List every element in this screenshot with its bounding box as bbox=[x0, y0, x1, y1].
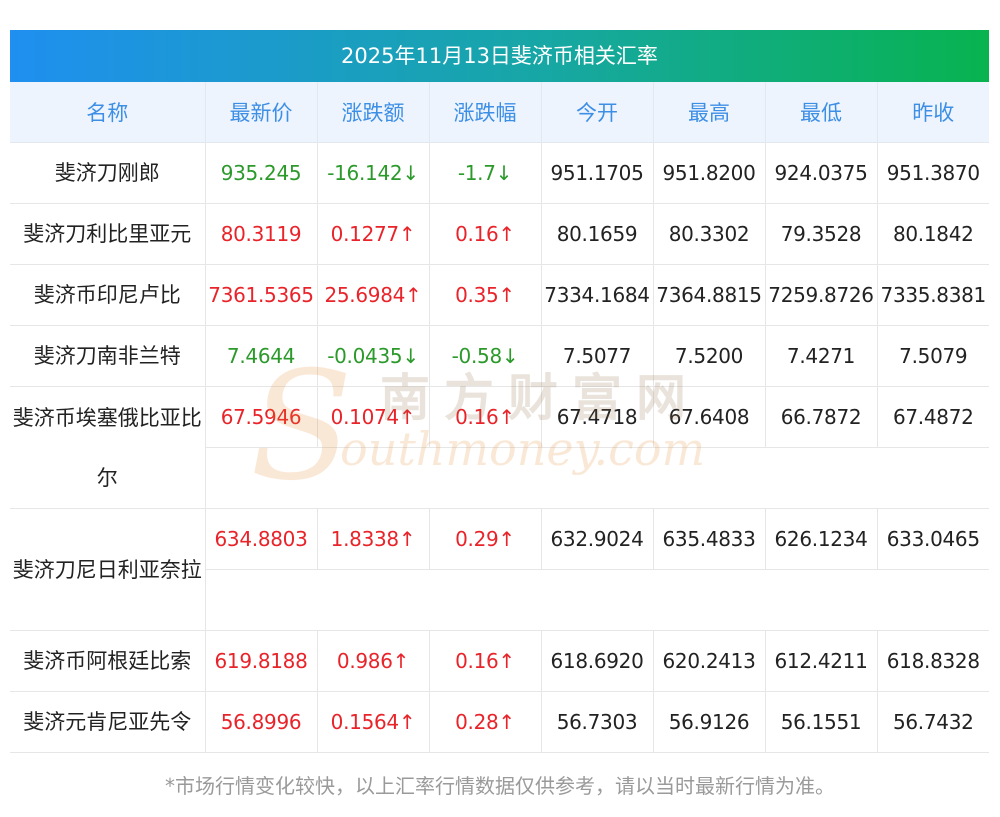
open-price: 67.4718 bbox=[541, 386, 654, 448]
table-row: 斐济元肯尼亚先令 56.8996 0.1564↑ 0.28↑ 56.7303 5… bbox=[10, 691, 989, 753]
header-open: 今开 bbox=[541, 82, 654, 143]
currency-name: 斐济刀刚郎 bbox=[10, 142, 206, 204]
latest-price: 7361.5365 bbox=[205, 264, 318, 326]
low-price: 7259.8726 bbox=[765, 264, 878, 326]
change-amount: 25.6984↑ bbox=[317, 264, 430, 326]
open-price: 7334.1684 bbox=[541, 264, 654, 326]
change-amount: 0.1564↑ bbox=[317, 691, 430, 753]
high-price: 951.8200 bbox=[653, 142, 766, 204]
change-percent: 0.28↑ bbox=[429, 691, 542, 753]
currency-name: 斐济元肯尼亚先令 bbox=[10, 691, 206, 753]
latest-price: 56.8996 bbox=[205, 691, 318, 753]
change-percent: -1.7↓ bbox=[429, 142, 542, 204]
rate-table-container: 2025年11月13日斐济币相关汇率 名称 最新价 涨跌额 涨跌幅 今开 最高 … bbox=[10, 30, 989, 753]
low-price: 79.3528 bbox=[765, 203, 878, 265]
high-price: 80.3302 bbox=[653, 203, 766, 265]
header-low: 最低 bbox=[765, 82, 878, 143]
table-row: 斐济刀尼日利亚奈拉 634.8803 1.8338↑ 0.29↑ 632.902… bbox=[10, 508, 989, 631]
row-spacer bbox=[205, 569, 989, 631]
row-spacer bbox=[205, 447, 989, 509]
change-amount: 0.1074↑ bbox=[317, 386, 430, 448]
high-price: 7364.8815 bbox=[653, 264, 766, 326]
table-row-spacer bbox=[10, 447, 989, 509]
prev-close: 67.4872 bbox=[877, 386, 989, 448]
latest-price: 935.245 bbox=[205, 142, 318, 204]
latest-price: 67.5946 bbox=[205, 386, 318, 448]
change-percent: 0.16↑ bbox=[429, 630, 542, 692]
prev-close: 56.7432 bbox=[877, 691, 989, 753]
high-price: 56.9126 bbox=[653, 691, 766, 753]
open-price: 951.1705 bbox=[541, 142, 654, 204]
exchange-rate-table: 名称 最新价 涨跌额 涨跌幅 今开 最高 最低 昨收 斐济刀刚郎 935.245… bbox=[10, 82, 989, 753]
low-price: 56.1551 bbox=[765, 691, 878, 753]
change-percent: 0.35↑ bbox=[429, 264, 542, 326]
change-percent: -0.58↓ bbox=[429, 325, 542, 387]
header-change-pct: 涨跌幅 bbox=[429, 82, 542, 143]
change-amount: 0.1277↑ bbox=[317, 203, 430, 265]
header-name: 名称 bbox=[10, 82, 206, 143]
low-price: 924.0375 bbox=[765, 142, 878, 204]
high-price: 67.6408 bbox=[653, 386, 766, 448]
prev-close: 7335.8381 bbox=[877, 264, 989, 326]
header-change: 涨跌额 bbox=[317, 82, 430, 143]
latest-price: 619.8188 bbox=[205, 630, 318, 692]
change-percent: 0.16↑ bbox=[429, 203, 542, 265]
currency-name: 斐济刀尼日利亚奈拉 bbox=[10, 508, 206, 631]
change-amount: -0.0435↓ bbox=[317, 325, 430, 387]
currency-name: 斐济币印尼卢比 bbox=[10, 264, 206, 326]
low-price: 66.7872 bbox=[765, 386, 878, 448]
change-amount: -16.142↓ bbox=[317, 142, 430, 204]
open-price: 56.7303 bbox=[541, 691, 654, 753]
header-row: 名称 最新价 涨跌额 涨跌幅 今开 最高 最低 昨收 bbox=[10, 82, 989, 143]
low-price: 626.1234 bbox=[765, 508, 878, 570]
prev-close: 7.5079 bbox=[877, 325, 989, 387]
latest-price: 80.3119 bbox=[205, 203, 318, 265]
table-row: 斐济币阿根廷比索 619.8188 0.986↑ 0.16↑ 618.6920 … bbox=[10, 630, 989, 692]
table-title: 2025年11月13日斐济币相关汇率 bbox=[10, 30, 989, 82]
change-percent: 0.16↑ bbox=[429, 386, 542, 448]
change-percent: 0.29↑ bbox=[429, 508, 542, 570]
prev-close: 633.0465 bbox=[877, 508, 989, 570]
prev-close: 80.1842 bbox=[877, 203, 989, 265]
high-price: 7.5200 bbox=[653, 325, 766, 387]
open-price: 80.1659 bbox=[541, 203, 654, 265]
currency-name: 斐济币阿根廷比索 bbox=[10, 630, 206, 692]
prev-close: 951.3870 bbox=[877, 142, 989, 204]
table-row: 斐济刀利比里亚元 80.3119 0.1277↑ 0.16↑ 80.1659 8… bbox=[10, 203, 989, 265]
open-price: 7.5077 bbox=[541, 325, 654, 387]
header-latest-price: 最新价 bbox=[205, 82, 318, 143]
open-price: 618.6920 bbox=[541, 630, 654, 692]
header-high: 最高 bbox=[653, 82, 766, 143]
high-price: 635.4833 bbox=[653, 508, 766, 570]
currency-name: 斐济刀利比里亚元 bbox=[10, 203, 206, 265]
header-prev-close: 昨收 bbox=[877, 82, 989, 143]
change-amount: 0.986↑ bbox=[317, 630, 430, 692]
latest-price: 634.8803 bbox=[205, 508, 318, 570]
footnote: *市场行情变化较快，以上汇率行情数据仅供参考，请以当时最新行情为准。 bbox=[165, 774, 835, 798]
high-price: 620.2413 bbox=[653, 630, 766, 692]
table-row: 斐济刀南非兰特 7.4644 -0.0435↓ -0.58↓ 7.5077 7.… bbox=[10, 325, 989, 387]
table-row: 斐济币埃塞俄比亚比尔 67.5946 0.1074↑ 0.16↑ 67.4718… bbox=[10, 386, 989, 509]
currency-name: 斐济刀南非兰特 bbox=[10, 325, 206, 387]
open-price: 632.9024 bbox=[541, 508, 654, 570]
prev-close: 618.8328 bbox=[877, 630, 989, 692]
low-price: 7.4271 bbox=[765, 325, 878, 387]
currency-name: 斐济币埃塞俄比亚比尔 bbox=[10, 386, 206, 509]
table-row: 斐济刀刚郎 935.245 -16.142↓ -1.7↓ 951.1705 95… bbox=[10, 142, 989, 204]
table-row-spacer bbox=[10, 569, 989, 631]
change-amount: 1.8338↑ bbox=[317, 508, 430, 570]
latest-price: 7.4644 bbox=[205, 325, 318, 387]
low-price: 612.4211 bbox=[765, 630, 878, 692]
table-row: 斐济币印尼卢比 7361.5365 25.6984↑ 0.35↑ 7334.16… bbox=[10, 264, 989, 326]
